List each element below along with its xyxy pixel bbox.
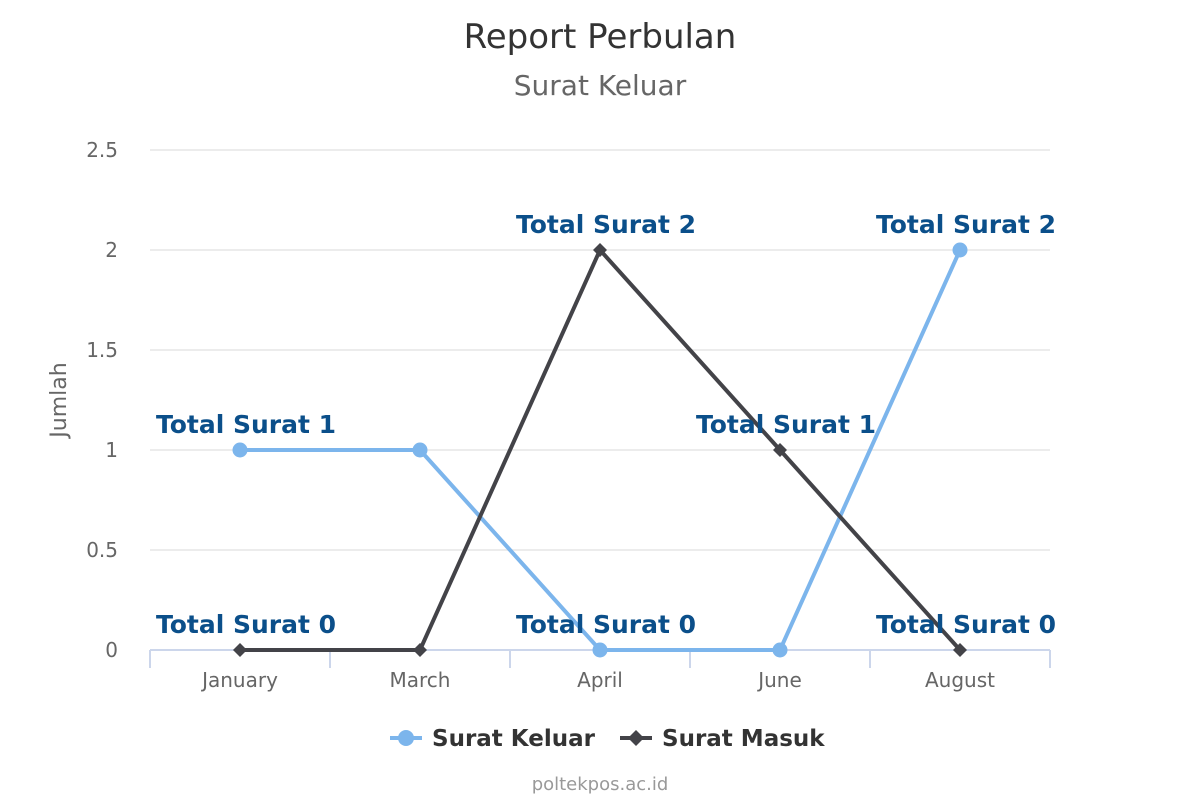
data-point[interactable] (772, 642, 788, 658)
y-tick-label: 2.5 (86, 138, 118, 162)
y-tick-label: 2 (105, 238, 118, 262)
data-label: Total Surat 0 (156, 610, 336, 639)
y-tick-label: 0 (105, 638, 118, 662)
data-labels: Total Surat 1 Total Surat 0 Total Surat 2 T… (156, 210, 1056, 639)
data-label: Total Surat 0 (876, 610, 1056, 639)
legend-marker-diamond-icon (628, 730, 644, 746)
data-point[interactable] (592, 642, 608, 658)
data-label: Total Surat 1 (696, 410, 876, 439)
data-label: Total Surat 2 (876, 210, 1056, 239)
y-tick-label: 1 (105, 438, 118, 462)
x-tick-label: April (577, 668, 623, 692)
x-tick-label: March (390, 668, 451, 692)
series-surat-masuk (233, 243, 967, 657)
x-tick-label: June (756, 668, 802, 692)
legend-item-surat-masuk[interactable]: Surat Masuk (620, 726, 825, 752)
y-axis-ticks: 0 0.5 1 1.5 2 2.5 (86, 138, 118, 662)
data-point[interactable] (412, 442, 428, 458)
legend: Surat Keluar Surat Masuk (390, 726, 825, 752)
y-tick-label: 0.5 (86, 538, 118, 562)
data-label: Total Surat 2 (516, 210, 696, 239)
x-tick-label: January (200, 668, 278, 692)
y-tick-label: 1.5 (86, 338, 118, 362)
legend-label: Surat Masuk (662, 726, 825, 752)
data-point[interactable] (413, 643, 427, 657)
data-point[interactable] (593, 243, 607, 257)
data-label: Total Surat 0 (516, 610, 696, 639)
x-tick-label: August (925, 668, 995, 692)
data-label: Total Surat 1 (156, 410, 336, 439)
legend-item-surat-keluar[interactable]: Surat Keluar (390, 726, 596, 752)
credits-link[interactable]: poltekpos.ac.id (532, 774, 669, 795)
data-point[interactable] (953, 643, 967, 657)
chart-subtitle: Surat Keluar (514, 69, 687, 102)
y-axis-title: Jumlah (47, 362, 72, 439)
data-point[interactable] (773, 443, 787, 457)
data-point[interactable] (952, 242, 968, 258)
series-group (232, 242, 968, 658)
legend-marker-circle-icon (398, 730, 414, 746)
chart-title: Report Perbulan (464, 17, 737, 57)
data-point[interactable] (233, 643, 247, 657)
legend-label: Surat Keluar (432, 726, 596, 752)
data-point[interactable] (232, 442, 248, 458)
